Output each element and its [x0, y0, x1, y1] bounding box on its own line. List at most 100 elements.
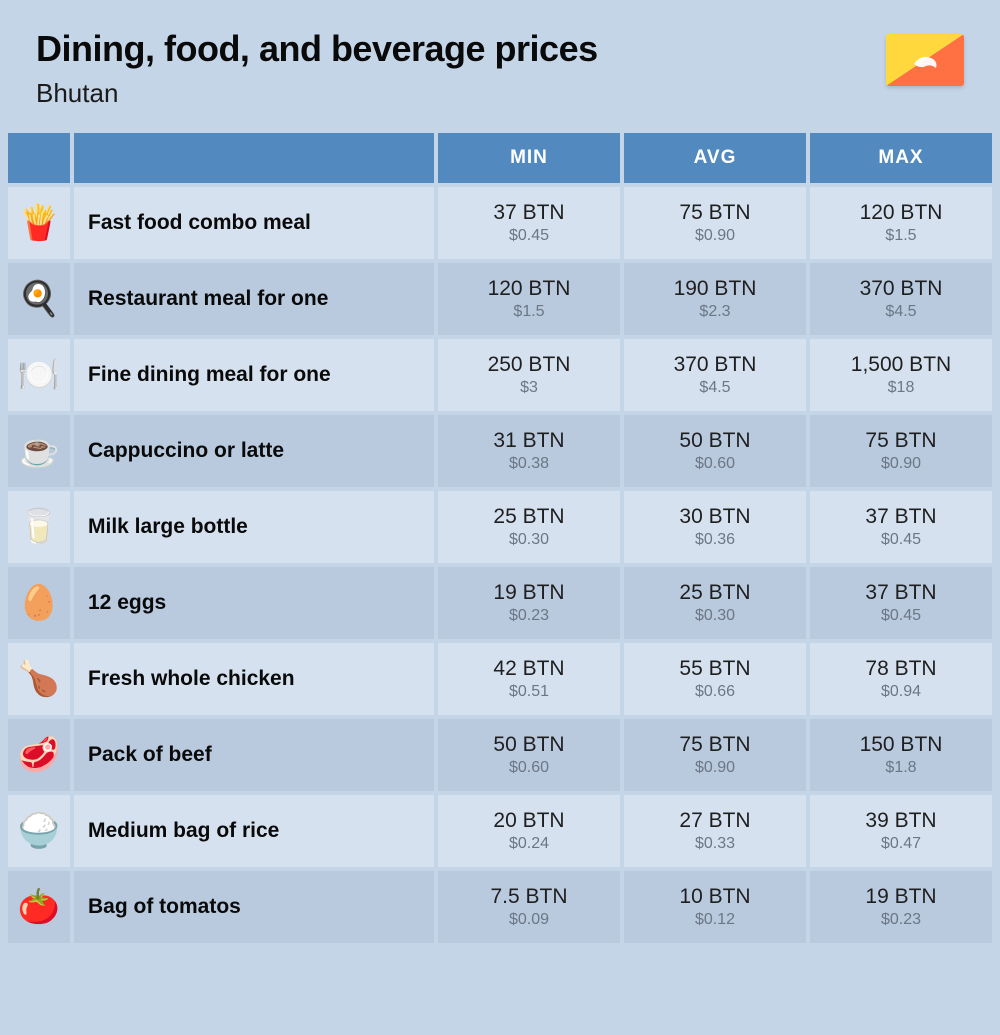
- price-max-btn: 150 BTN: [818, 733, 984, 757]
- price-min-usd: $0.24: [446, 835, 612, 853]
- price-max: 1,500 BTN$18: [810, 339, 992, 411]
- price-min-btn: 19 BTN: [446, 581, 612, 605]
- price-avg: 27 BTN$0.33: [624, 795, 806, 867]
- price-min-btn: 20 BTN: [446, 809, 612, 833]
- price-avg-btn: 55 BTN: [632, 657, 798, 681]
- price-avg: 370 BTN $4.5: [624, 339, 806, 411]
- country-flag-icon: [886, 34, 964, 86]
- price-max-btn: 75 BTN: [818, 429, 984, 453]
- price-avg: 75 BTN $0.90: [624, 719, 806, 791]
- item-icon: 🍗: [8, 643, 70, 715]
- price-avg: 25 BTN$0.30: [624, 567, 806, 639]
- price-min: 31 BTN$0.38: [438, 415, 620, 487]
- item-label: Medium bag of rice: [74, 795, 434, 867]
- price-avg-usd: $0.90: [632, 759, 798, 777]
- header-icon-col: [8, 133, 70, 183]
- item-label: Restaurant meal for one: [74, 263, 434, 335]
- price-avg-btn: 50 BTN: [632, 429, 798, 453]
- item-label: Fine dining meal for one: [74, 339, 434, 411]
- price-avg-usd: $0.90: [632, 227, 798, 245]
- item-icon: 🍚: [8, 795, 70, 867]
- table-row: 🍽️Fine dining meal for one250 BTN$3370 B…: [8, 339, 992, 411]
- price-avg-btn: 75 BTN: [632, 733, 798, 757]
- table-row: 🍗Fresh whole chicken42 BTN $0.51 55 BTN $0.…: [8, 643, 992, 715]
- price-avg-btn: 370 BTN: [632, 353, 798, 377]
- item-label: Pack of beef: [74, 719, 434, 791]
- price-avg-usd: $0.33: [632, 835, 798, 853]
- price-avg-usd: $0.30: [632, 607, 798, 625]
- item-icon: 🍅: [8, 871, 70, 943]
- price-avg: 10 BTN$0.12: [624, 871, 806, 943]
- item-label: Bag of tomatos: [74, 871, 434, 943]
- price-min-usd: $0.09: [446, 911, 612, 929]
- price-max-usd: $4.5: [818, 303, 984, 321]
- price-min-btn: 42 BTN: [446, 657, 612, 681]
- price-max-btn: 370 BTN: [818, 277, 984, 301]
- price-min: 19 BTN $0.23: [438, 567, 620, 639]
- price-min-btn: 250 BTN: [446, 353, 612, 377]
- price-max: 370 BTN $4.5: [810, 263, 992, 335]
- price-max-usd: $18: [818, 379, 984, 397]
- price-max-btn: 78 BTN: [818, 657, 984, 681]
- price-min-btn: 120 BTN: [446, 277, 612, 301]
- price-max: 37 BTN$0.45: [810, 491, 992, 563]
- page-title: Dining, food, and beverage prices: [36, 28, 598, 70]
- price-table: MIN AVG MAX 🍟Fast food combo meal 37 BTN $…: [4, 129, 996, 947]
- header-text: Dining, food, and beverage prices Bhutan: [36, 28, 598, 109]
- table-header-row: MIN AVG MAX: [8, 133, 992, 183]
- item-label: 12 eggs: [74, 567, 434, 639]
- price-min: 42 BTN $0.51: [438, 643, 620, 715]
- price-max-btn: 39 BTN: [818, 809, 984, 833]
- price-max-btn: 37 BTN: [818, 581, 984, 605]
- price-max: 120 BTN $1.5: [810, 187, 992, 259]
- price-min: 50 BTN $0.60: [438, 719, 620, 791]
- price-min: 37 BTN$0.45: [438, 187, 620, 259]
- price-max-usd: $1.8: [818, 759, 984, 777]
- price-max-btn: 120 BTN: [818, 201, 984, 225]
- table-row: ☕Cappuccino or latte31 BTN$0.3850 BTN$0.…: [8, 415, 992, 487]
- table-row: 🍅Bag of tomatos7.5 BTN$0.0910 BTN$0.1219…: [8, 871, 992, 943]
- price-avg-usd: $0.36: [632, 531, 798, 549]
- price-max-usd: $1.5: [818, 227, 984, 245]
- price-avg-btn: 190 BTN: [632, 277, 798, 301]
- price-max-usd: $0.23: [818, 911, 984, 929]
- price-max: 75 BTN$0.90: [810, 415, 992, 487]
- price-avg-usd: $0.12: [632, 911, 798, 929]
- price-min: 20 BTN $0.24: [438, 795, 620, 867]
- table-row: 🍳Restaurant meal for one120 BTN$1.5190 B…: [8, 263, 992, 335]
- price-min: 250 BTN $3: [438, 339, 620, 411]
- price-min-btn: 50 BTN: [446, 733, 612, 757]
- item-icon: ☕: [8, 415, 70, 487]
- price-avg-btn: 75 BTN: [632, 201, 798, 225]
- price-max: 19 BTN$0.23: [810, 871, 992, 943]
- price-min: 120 BTN $1.5: [438, 263, 620, 335]
- price-max-usd: $0.45: [818, 531, 984, 549]
- item-label: Fresh whole chicken: [74, 643, 434, 715]
- price-min-usd: $0.51: [446, 683, 612, 701]
- header-min: MIN: [438, 133, 620, 183]
- header-avg: AVG: [624, 133, 806, 183]
- price-min-usd: $0.60: [446, 759, 612, 777]
- price-max: 37 BTN $0.45: [810, 567, 992, 639]
- price-avg: 30 BTN$0.36: [624, 491, 806, 563]
- price-min-usd: $1.5: [446, 303, 612, 321]
- table-row: 🍟Fast food combo meal37 BTN$0.45 75 BTN $0…: [8, 187, 992, 259]
- price-max: 150 BTN $1.8: [810, 719, 992, 791]
- price-table-body: 🍟Fast food combo meal 37 BTN $0.45 75 BTN $0…: [8, 187, 992, 943]
- item-icon: 🥩: [8, 719, 70, 791]
- price-avg: 190 BTN$2.3: [624, 263, 806, 335]
- price-avg-usd: $0.60: [632, 455, 798, 473]
- price-min-usd: $0.23: [446, 607, 612, 625]
- price-min-usd: $3: [446, 379, 612, 397]
- price-min: 25 BTN$0.30: [438, 491, 620, 563]
- price-min-btn: 37 BTN: [446, 201, 612, 225]
- item-label: Fast food combo meal: [74, 187, 434, 259]
- item-icon: 🍟: [8, 187, 70, 259]
- table-row: 🥚12 eggs19 BTN$0.2325 BTN$0.3037 BTN$0.4…: [8, 567, 992, 639]
- price-avg-usd: $4.5: [632, 379, 798, 397]
- price-max-usd: $0.45: [818, 607, 984, 625]
- item-label: Milk large bottle: [74, 491, 434, 563]
- table-row: 🥩Pack of beef 50 BTN $0.60 75 BTN $0.90 150 B…: [8, 719, 992, 791]
- table-row: 🍚Medium bag of rice 20 BTN $0.24 27 BTN$0.3…: [8, 795, 992, 867]
- price-min-btn: 25 BTN: [446, 505, 612, 529]
